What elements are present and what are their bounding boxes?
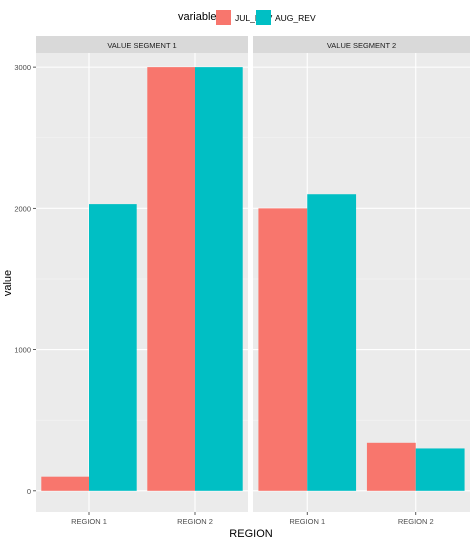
y-tick-label: 2000 [14,204,31,213]
legend-label-aug-rev: AUG_REV [275,13,316,23]
bar-jul-rev-region-2 [147,67,195,491]
y-axis: 0 1000 2000 3000 [14,63,36,496]
legend-label-jul-rev: JUL_REV [235,13,273,23]
x-axis-title: REGION [229,528,272,540]
bar-jul-rev-region-2 [366,442,416,491]
legend-key-aug-rev [256,10,271,25]
facet-strip [253,36,470,53]
bar-aug-rev-region-2 [415,448,465,491]
bar-jul-rev-region-1 [41,476,89,491]
bar-aug-rev-region-1 [89,204,137,491]
y-tick-label: 0 [27,487,31,496]
x-tick-label: REGION 1 [289,517,325,526]
bar-aug-rev-region-1 [307,194,357,491]
x-tick-label: REGION 2 [177,517,213,526]
facet-panel-1: VALUE SEGMENT 1 REGION 1 REGION 2 [36,36,248,526]
facet-strip [36,36,248,53]
legend-title: variable [178,11,217,23]
y-axis-title: value [2,270,14,296]
y-tick-label: 3000 [14,63,31,72]
x-tick-label: REGION 2 [398,517,434,526]
legend-key-jul-rev [216,10,231,25]
legend: variable JUL_REV AUG_REV [178,10,316,25]
facet-strip-label: VALUE SEGMENT 2 [327,41,396,50]
y-tick-label: 1000 [14,346,31,355]
bar-aug-rev-region-2 [195,67,243,491]
facet-strip-label: VALUE SEGMENT 1 [107,41,176,50]
bar-jul-rev-region-1 [258,208,308,491]
facet-panel-2: VALUE SEGMENT 2 REGION 1 REGION 2 [253,36,470,526]
x-tick-label: REGION 1 [71,517,107,526]
